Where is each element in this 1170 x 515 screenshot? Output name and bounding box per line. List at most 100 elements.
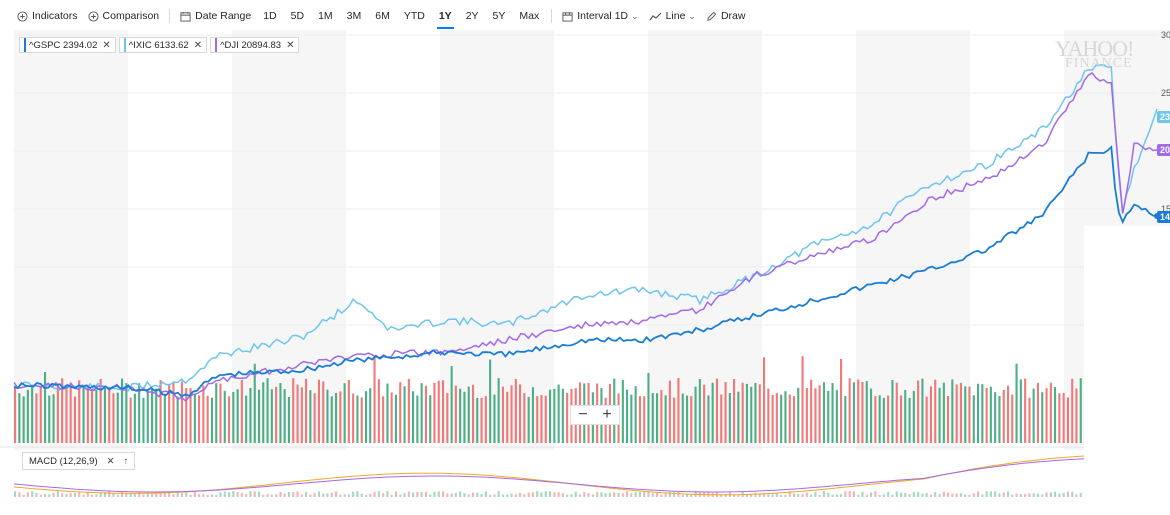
range-6m[interactable]: 6M	[375, 10, 390, 22]
volume-bar	[172, 381, 175, 443]
macd-histogram-bar	[501, 494, 504, 497]
line-chart-icon	[649, 12, 661, 20]
volume-bar	[202, 385, 205, 443]
volume-bar	[429, 395, 432, 443]
macd-histogram-bar	[44, 494, 47, 497]
price-chart[interactable]	[0, 30, 1170, 515]
macd-histogram-bar	[300, 494, 303, 497]
volume-bar	[343, 383, 346, 443]
macd-histogram-bar	[121, 491, 124, 497]
macd-histogram-bar	[399, 494, 402, 497]
volume-bar	[621, 379, 624, 443]
zoom-out-button[interactable]: −	[578, 406, 588, 423]
macd-histogram-bar	[942, 491, 945, 497]
macd-histogram-bar	[480, 493, 483, 497]
volume-bar	[180, 381, 183, 443]
macd-histogram-bar	[326, 493, 329, 497]
legend-chip-dji[interactable]: ^DJI 20894.83 ✕	[210, 37, 300, 53]
range-2y[interactable]: 2Y	[465, 10, 479, 22]
macd-histogram-bar	[878, 495, 881, 497]
range-5d[interactable]: 5D	[290, 10, 305, 22]
volume-bar	[365, 391, 368, 443]
volume-bar	[647, 372, 650, 443]
macd-histogram-bar	[591, 494, 594, 497]
macd-histogram-bar	[18, 492, 21, 497]
macd-histogram-bar	[497, 491, 500, 497]
range-3m[interactable]: 3M	[346, 10, 362, 22]
macd-histogram-bar	[664, 493, 667, 497]
chart-toolbar: Indicators Comparison Date Range 1D 5D 1…	[0, 0, 1170, 32]
grid-lines	[0, 34, 1170, 448]
macd-histogram-bar	[228, 492, 231, 497]
zoom-in-button[interactable]: +	[602, 406, 612, 423]
volume-bar	[1066, 397, 1069, 443]
macd-histogram-bar	[852, 491, 855, 497]
macd-histogram-bar	[797, 494, 800, 497]
macd-histogram-bar	[467, 494, 470, 497]
macd-histogram-bar	[519, 492, 522, 497]
arrow-up-icon[interactable]: ↑	[123, 455, 129, 467]
macd-histogram-bar	[91, 494, 94, 497]
macd-histogram-bar	[446, 493, 449, 497]
macd-histogram-bar	[129, 493, 132, 497]
macd-histogram-bar	[977, 491, 980, 497]
volume-bar	[904, 390, 907, 443]
close-icon[interactable]: ✕	[106, 455, 115, 467]
legend-chip-ixic[interactable]: ^IXIC 6133.62 ✕	[118, 37, 208, 53]
date-range-button[interactable]: Date Range	[175, 0, 256, 32]
range-1y[interactable]: 1Y	[432, 0, 459, 32]
macd-histogram-bar	[352, 491, 355, 497]
macd-histogram-bar	[929, 494, 932, 497]
interval-label: Interval	[577, 10, 612, 22]
macd-histogram-bar	[407, 491, 410, 497]
close-icon[interactable]: ✕	[193, 39, 203, 51]
macd-histogram-bar	[600, 492, 603, 497]
macd-histogram-bar	[219, 492, 222, 497]
range-5y[interactable]: 5Y	[492, 10, 506, 22]
macd-histogram-bar	[454, 493, 457, 497]
chart-area[interactable]	[0, 30, 1170, 515]
macd-histogram-bar	[151, 494, 154, 497]
macd-histogram-bar	[437, 491, 440, 497]
volume-bar	[775, 393, 778, 443]
macd-histogram-bar	[690, 494, 693, 497]
close-icon[interactable]: ✕	[102, 39, 111, 51]
plus-circle-icon	[87, 10, 99, 22]
macd-histogram-bar	[249, 491, 252, 497]
macd-histogram-bar	[553, 492, 556, 497]
volume-bar	[138, 383, 141, 443]
volume-bar	[403, 386, 406, 443]
draw-label: Draw	[720, 10, 746, 22]
macd-histogram-bar	[330, 492, 333, 497]
indicators-button[interactable]: Indicators	[12, 0, 83, 32]
volume-bar	[668, 380, 671, 443]
volume-bar	[382, 396, 385, 443]
macd-histogram-bar	[270, 494, 273, 497]
macd-histogram-bar	[630, 493, 633, 497]
range-1m[interactable]: 1M	[318, 10, 333, 22]
volume-bar	[287, 397, 290, 443]
range-max[interactable]: Max	[519, 10, 540, 22]
legend-chip-gspc[interactable]: ^GSPC 2394.02 ✕	[19, 37, 116, 53]
macd-histogram-bar	[1032, 493, 1035, 497]
close-icon[interactable]: ✕	[286, 39, 295, 51]
volume-bar	[656, 393, 659, 443]
comparison-button[interactable]: Comparison	[83, 0, 165, 32]
range-ytd[interactable]: YTD	[403, 10, 425, 22]
interval-dropdown[interactable]: Interval 1D ⌄	[557, 0, 643, 32]
chart-type-dropdown[interactable]: Line ⌄	[644, 0, 701, 32]
volume-bar	[531, 387, 534, 443]
volume-bar	[630, 394, 633, 443]
macd-histogram-bar	[26, 492, 29, 497]
volume-bar	[686, 395, 689, 443]
macd-histogram-bar	[668, 492, 671, 497]
volume-bar	[891, 380, 894, 443]
draw-button[interactable]: Draw	[701, 0, 751, 32]
macd-histogram-bar	[972, 493, 975, 497]
range-1d[interactable]: 1D	[263, 10, 277, 22]
volume-bar	[810, 379, 813, 443]
volume-bar	[442, 380, 445, 443]
volume-bar	[360, 397, 363, 443]
macd-histogram-bar	[287, 492, 290, 497]
volume-bar	[733, 379, 736, 443]
